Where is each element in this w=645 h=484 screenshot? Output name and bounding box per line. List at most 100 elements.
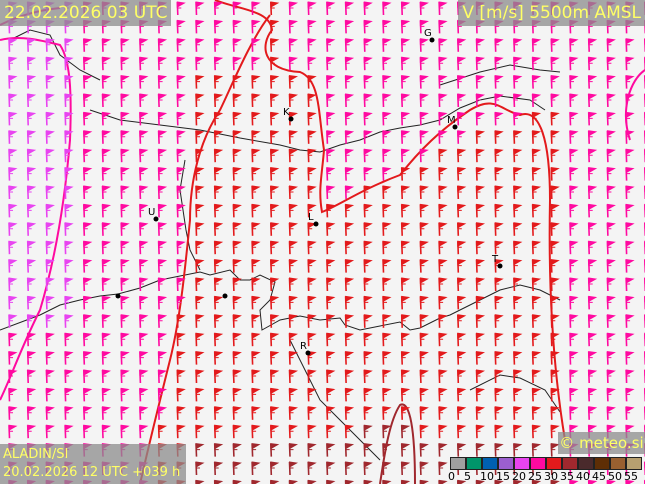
wind-barb (326, 461, 336, 476)
wind-barb (400, 314, 411, 328)
wind-barb (569, 369, 579, 384)
wind-barb (83, 185, 93, 200)
wind-barb (587, 111, 598, 126)
wind-barb (232, 185, 242, 200)
wind-barb (344, 443, 355, 457)
wind-barb (232, 203, 242, 218)
wind-barb (26, 167, 37, 181)
wind-barb (569, 75, 579, 89)
wind-barb (176, 369, 186, 384)
wind-barb (494, 295, 504, 310)
wind-barb (531, 185, 542, 200)
wind-barb (139, 369, 149, 384)
wind-barb (326, 443, 336, 457)
wind-barb (307, 93, 317, 108)
wind-barb (457, 387, 467, 402)
wind-barb (213, 148, 224, 163)
wind-barb (606, 148, 616, 163)
wind-barb (157, 277, 168, 292)
wind-barb (45, 369, 55, 384)
wind-barb (475, 56, 486, 71)
wind-barb (139, 93, 149, 108)
wind-barb (569, 56, 579, 71)
wind-barb (625, 406, 635, 420)
isotach-30-west (139, 14, 271, 484)
wind-barb (307, 111, 317, 126)
legend-label: 10 (480, 470, 494, 483)
wind-barb (382, 351, 392, 365)
wind-barb (120, 93, 130, 108)
wind-barb (176, 38, 186, 52)
legend-label: 45 (592, 470, 606, 483)
wind-barb (101, 111, 112, 126)
wind-barb (251, 203, 261, 218)
wind-barb (457, 406, 467, 420)
wind-barb (550, 479, 560, 484)
wind-barb (157, 222, 168, 236)
wind-barb (344, 56, 355, 71)
wind-barb (344, 222, 355, 236)
wind-barb (569, 240, 579, 255)
city-label: M (447, 115, 456, 126)
wind-barb (625, 295, 635, 310)
wind-barb (550, 167, 560, 181)
wind-barb (344, 406, 355, 420)
wind-barb (120, 387, 130, 402)
wind-barb (307, 332, 317, 347)
wind-barb (326, 295, 336, 310)
legend-label: 0 (448, 470, 455, 483)
wind-barb (307, 56, 317, 71)
wind-barb (83, 332, 93, 347)
wind-barb (606, 38, 616, 52)
wind-barb (475, 332, 486, 347)
wind-barb (139, 38, 149, 52)
wind-barb (139, 351, 149, 365)
wind-barb (587, 295, 598, 310)
wind-barb (531, 240, 542, 255)
wind-barb (363, 461, 373, 476)
credit: © meteo.si (558, 432, 645, 454)
wind-barb (139, 222, 149, 236)
wind-barb (363, 185, 373, 200)
wind-barb (400, 167, 411, 181)
wind-barb (363, 314, 373, 328)
wind-barb (213, 369, 224, 384)
wind-barb (400, 259, 411, 273)
wind-barb (288, 148, 299, 163)
wind-barb (26, 351, 37, 365)
city-label: G (424, 28, 432, 39)
wind-barb (419, 351, 429, 365)
wind-barb (8, 314, 18, 328)
wind-barb (382, 461, 392, 476)
wind-barb (26, 111, 37, 126)
wind-barb (457, 222, 467, 236)
wind-barb (587, 93, 598, 108)
wind-barb (419, 443, 429, 457)
wind-barb (139, 277, 149, 292)
wind-barb (344, 387, 355, 402)
wind-barb (232, 148, 242, 163)
wind-barb (326, 369, 336, 384)
wind-barb (251, 240, 261, 255)
wind-barb (344, 93, 355, 108)
wind-barb (569, 185, 579, 200)
wind-barb (550, 93, 560, 108)
wind-barb (475, 259, 486, 273)
wind-barb (45, 93, 55, 108)
wind-barb (307, 295, 317, 310)
wind-barb (363, 277, 373, 292)
wind-barb (288, 93, 299, 108)
wind-barb (176, 148, 186, 163)
wind-barb (344, 295, 355, 310)
wind-barb (120, 277, 130, 292)
wind-barb (232, 479, 242, 484)
wind-barb (307, 130, 317, 144)
wind-barb (457, 203, 467, 218)
wind-barb (513, 295, 523, 310)
city-marker (115, 293, 121, 299)
wind-barb (83, 111, 93, 126)
wind-barb (120, 295, 130, 310)
wind-barb (513, 351, 523, 365)
wind-barb (270, 369, 280, 384)
